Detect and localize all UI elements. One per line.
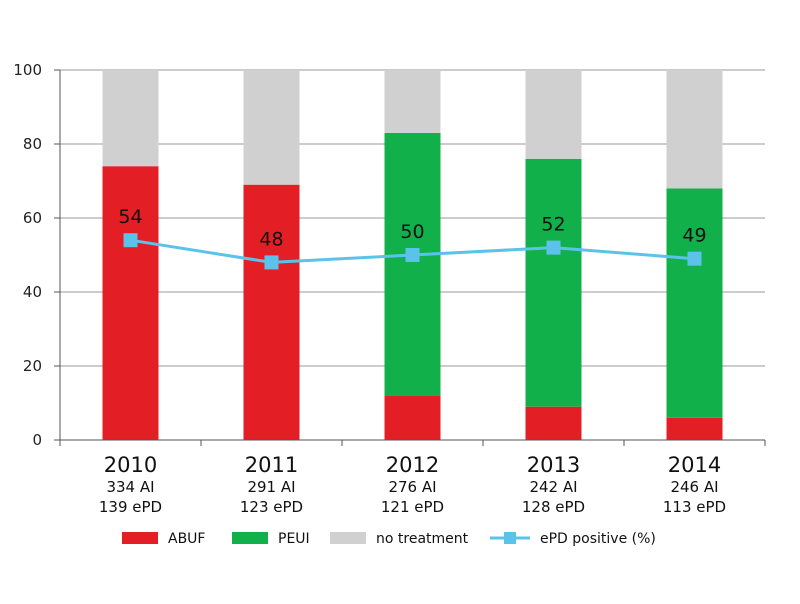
bar-segment-peui bbox=[525, 158, 582, 407]
line-marker bbox=[264, 255, 279, 270]
legend-line-marker bbox=[504, 532, 516, 544]
legend-label: ABUF bbox=[168, 531, 205, 547]
x-sublabel: 291 AI bbox=[247, 478, 295, 496]
data-label: 50 bbox=[400, 221, 424, 243]
x-sublabel: 128 ePD bbox=[522, 498, 585, 516]
y-tick-label: 40 bbox=[23, 283, 42, 301]
x-sublabel: 139 ePD bbox=[99, 498, 162, 516]
x-tick-label: 2013 bbox=[527, 453, 580, 477]
line-marker bbox=[405, 248, 420, 262]
x-tick-label: 2010 bbox=[104, 453, 157, 477]
x-sublabel: 242 AI bbox=[529, 478, 577, 496]
bar-segment-no-treatment bbox=[243, 70, 300, 185]
x-tick-label: 2014 bbox=[668, 453, 721, 477]
data-label: 52 bbox=[541, 214, 565, 236]
bar-segment-abuf bbox=[384, 395, 441, 440]
bar-segment-abuf bbox=[243, 184, 300, 440]
legend-swatch bbox=[122, 532, 158, 544]
bar-segment-abuf bbox=[666, 417, 723, 440]
x-sublabel: 121 ePD bbox=[381, 498, 444, 516]
legend-swatch bbox=[232, 532, 268, 544]
y-tick-label: 20 bbox=[23, 357, 42, 375]
x-sublabel: 113 ePD bbox=[663, 498, 726, 516]
line-marker bbox=[546, 240, 561, 255]
data-labels: 54 48 50 52 49 bbox=[118, 206, 706, 250]
bar-segment-no-treatment bbox=[666, 70, 723, 189]
bar-segment-peui bbox=[384, 132, 441, 396]
legend-label: no treatment bbox=[376, 531, 469, 547]
x-sublabel: 246 AI bbox=[670, 478, 718, 496]
data-label: 49 bbox=[682, 225, 706, 247]
line-marker bbox=[687, 251, 702, 266]
legend: ABUF PEUI no treatment ePD positive (%) bbox=[122, 531, 656, 547]
legend-swatch bbox=[330, 532, 366, 544]
bar-segment-abuf bbox=[102, 166, 159, 440]
x-tick-label: 2012 bbox=[386, 453, 439, 477]
bar-segment-abuf bbox=[525, 406, 582, 440]
data-label: 48 bbox=[259, 228, 283, 250]
bar-segment-no-treatment bbox=[102, 70, 159, 167]
x-sublabel: 334 AI bbox=[106, 478, 154, 496]
line-marker bbox=[123, 233, 138, 248]
bar-segment-peui bbox=[666, 188, 723, 418]
bars bbox=[102, 70, 723, 440]
data-label: 54 bbox=[118, 206, 142, 228]
y-tick-label: 100 bbox=[13, 61, 42, 79]
legend-label: PEUI bbox=[278, 531, 310, 547]
legend-label: ePD positive (%) bbox=[540, 531, 656, 547]
x-sublabel: 276 AI bbox=[388, 478, 436, 496]
x-sublabel: 123 ePD bbox=[240, 498, 303, 516]
x-tick-label: 2011 bbox=[245, 453, 298, 477]
bar-segment-no-treatment bbox=[525, 70, 582, 159]
line-series bbox=[123, 233, 702, 270]
y-tick-label: 80 bbox=[23, 135, 42, 153]
y-tick-label: 0 bbox=[32, 431, 42, 449]
bar-segment-no-treatment bbox=[384, 70, 441, 133]
y-tick-label: 60 bbox=[23, 209, 42, 227]
